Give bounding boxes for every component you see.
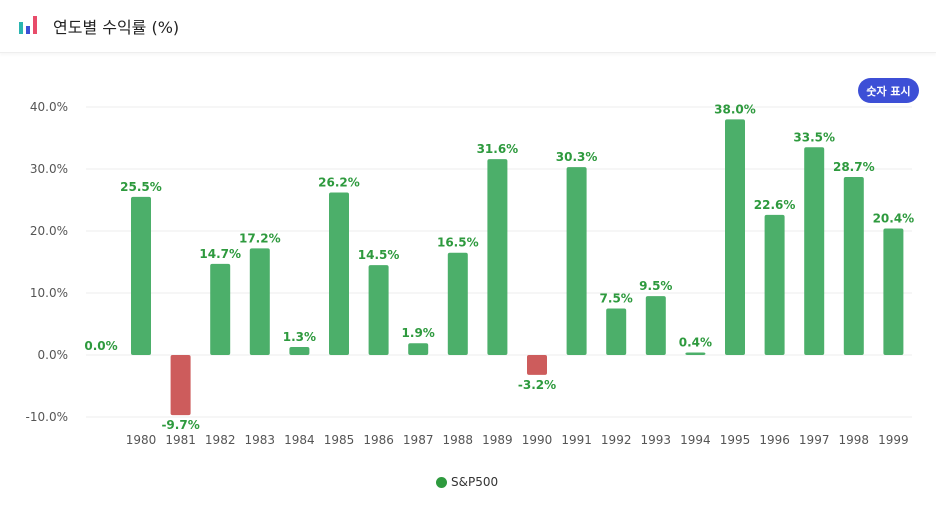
data-label-1992: 7.5%: [600, 292, 633, 306]
data-label-1988: 16.5%: [437, 236, 479, 250]
data-label-1985: 26.2%: [318, 176, 360, 190]
data-label-1990: -3.2%: [518, 378, 556, 392]
x-tick-label: 1988: [443, 433, 474, 447]
bar-1981: [170, 355, 191, 416]
data-label-1989: 31.6%: [477, 142, 519, 156]
x-tick-label: 1982: [205, 433, 236, 447]
bar-1999: [883, 228, 904, 355]
x-tick-label: 1996: [759, 433, 790, 447]
x-tick-label: 1986: [363, 433, 394, 447]
bar-1998: [843, 177, 864, 355]
x-tick-label: 1993: [641, 433, 672, 447]
y-tick-label: 40.0%: [30, 100, 68, 114]
bar-1989: [487, 159, 508, 355]
data-label-1994: 0.4%: [679, 336, 712, 350]
bar-1992: [606, 308, 627, 355]
x-tick-label: 1990: [522, 433, 553, 447]
bar-1980: [131, 196, 151, 355]
data-label-1996: 22.6%: [754, 198, 796, 212]
data-label-1993: 9.5%: [639, 279, 672, 293]
bar-1988: [447, 252, 468, 355]
data-label-1998: 28.7%: [833, 160, 875, 174]
data-label-1981: -9.7%: [161, 418, 199, 432]
show-values-toggle[interactable]: 숫자 표시: [858, 78, 919, 103]
data-label-1995: 38.0%: [714, 102, 756, 116]
bar-chart-icon: [19, 16, 37, 34]
bar-1985: [329, 192, 349, 355]
bar-1996: [764, 214, 785, 355]
legend-swatch: [436, 476, 447, 488]
data-label-1983: 17.2%: [239, 231, 281, 245]
bar-1984: [289, 346, 310, 355]
x-tick-label: 1989: [482, 433, 513, 447]
y-tick-label: 10.0%: [30, 286, 68, 300]
bar-1995: [725, 119, 745, 356]
bar-1994: [685, 352, 706, 355]
x-tick-label: 1999: [878, 433, 909, 447]
x-tick-label: 1985: [324, 433, 355, 447]
chart-header: 연도별 수익률 (%): [0, 0, 936, 53]
chart-legend[interactable]: S&P500: [436, 474, 498, 490]
x-tick-label: 1991: [561, 433, 592, 447]
y-tick-label: -10.0%: [26, 410, 68, 424]
data-label-baseline: 0.0%: [84, 339, 117, 353]
data-label-1991: 30.3%: [556, 150, 598, 164]
bar-1987: [408, 343, 429, 355]
bar-1990: [527, 355, 547, 375]
legend-label: S&P500: [451, 475, 499, 489]
x-tick-label: 1987: [403, 433, 434, 447]
data-label-1986: 14.5%: [358, 248, 400, 262]
data-label-1987: 1.9%: [402, 326, 435, 340]
bar-1983: [249, 248, 270, 355]
data-label-1980: 25.5%: [120, 180, 162, 194]
bar-1991: [566, 167, 587, 355]
data-label-1999: 20.4%: [873, 212, 915, 226]
bar-1997: [804, 147, 825, 355]
x-tick-label: 1980: [126, 433, 157, 447]
x-tick-label: 1984: [284, 433, 315, 447]
chart-title: 연도별 수익률 (%): [53, 18, 180, 37]
x-tick-label: 1994: [680, 433, 711, 447]
data-label-1982: 14.7%: [199, 247, 241, 261]
x-tick-label: 1995: [720, 433, 751, 447]
bar-1982: [210, 263, 231, 355]
x-tick-label: 1997: [799, 433, 830, 447]
y-tick-label: 30.0%: [30, 162, 68, 176]
y-tick-label: 0.0%: [38, 348, 69, 362]
x-tick-label: 1998: [839, 433, 870, 447]
x-tick-label: 1981: [165, 433, 196, 447]
bar-1986: [368, 265, 389, 355]
x-tick-label: 1992: [601, 433, 632, 447]
x-tick-label: 1983: [245, 433, 276, 447]
bar-1993: [645, 296, 666, 355]
data-label-1997: 33.5%: [793, 130, 835, 144]
y-tick-label: 20.0%: [30, 224, 68, 238]
data-label-1984: 1.3%: [283, 330, 316, 344]
